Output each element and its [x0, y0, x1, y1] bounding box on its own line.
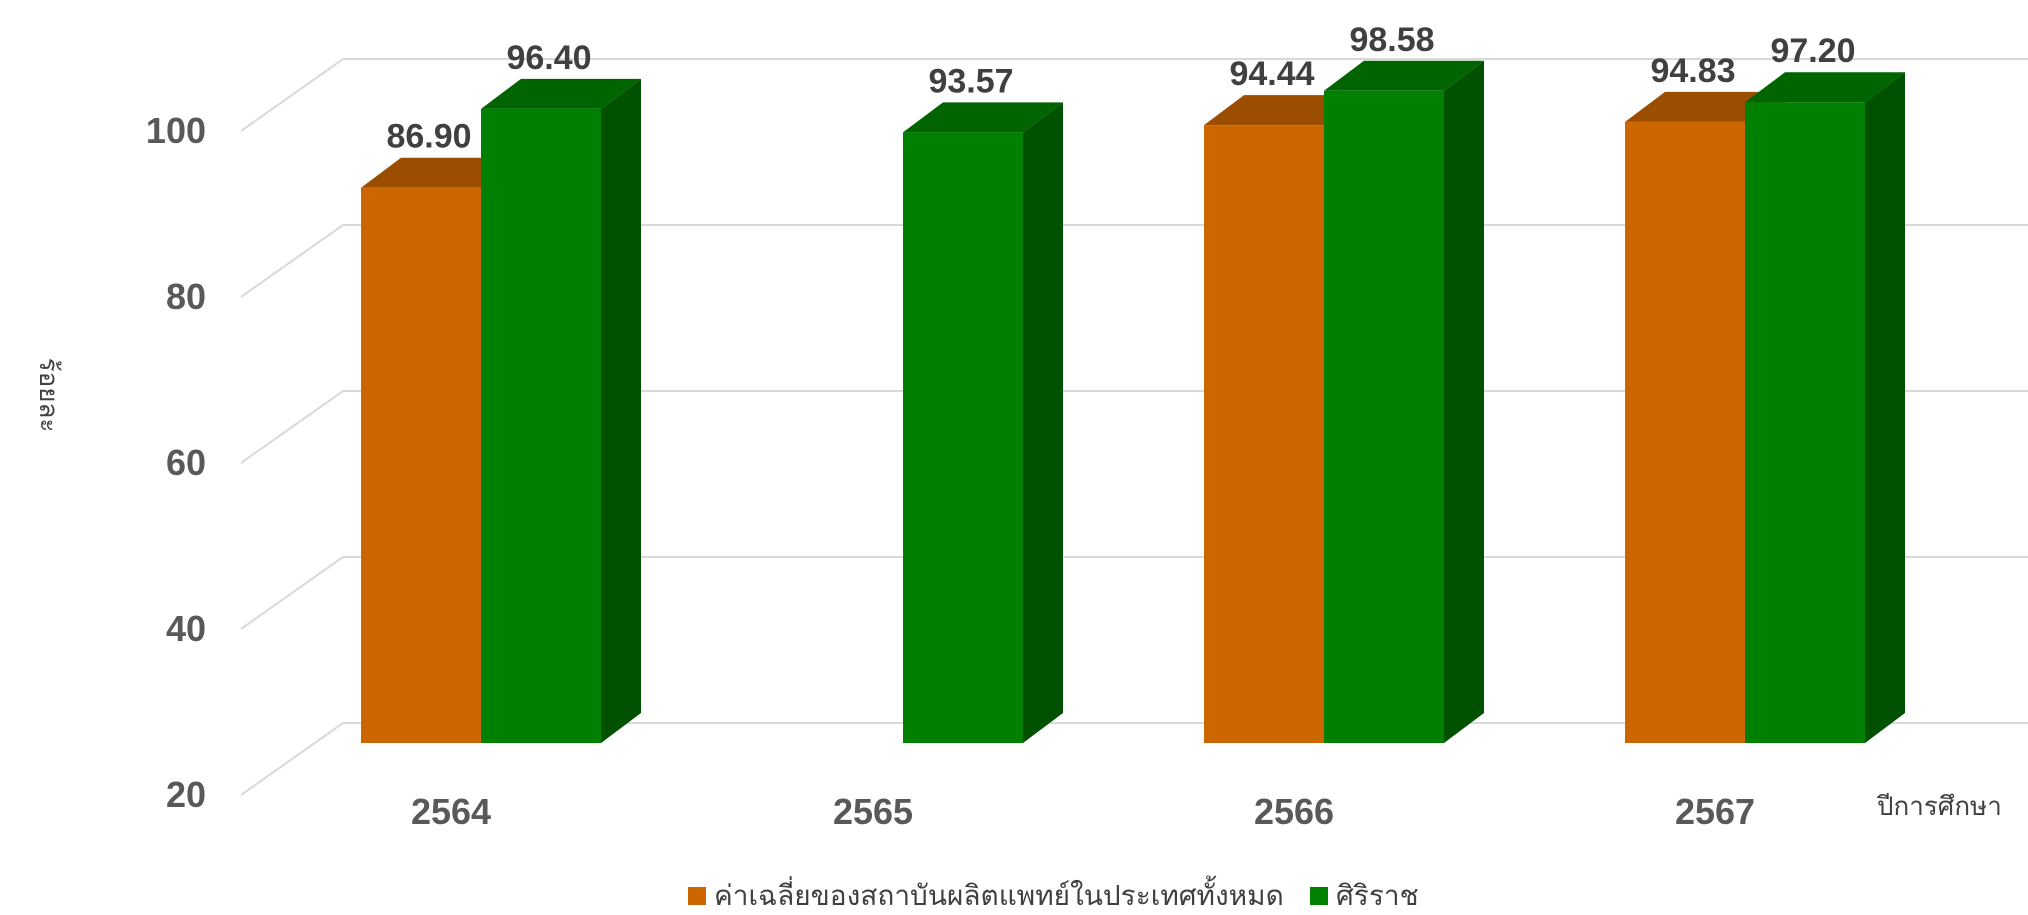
- legend-swatch-national-average: [688, 887, 706, 905]
- x-axis-title: ปีการศึกษา: [1876, 791, 2002, 821]
- data-label-siriraj: 93.57: [928, 62, 1013, 100]
- data-label-siriraj: 96.40: [506, 39, 591, 77]
- y-tick-label: 60: [166, 442, 206, 483]
- data-label-siriraj: 97.20: [1770, 32, 1855, 70]
- bar-siriraj: [1324, 60, 1484, 743]
- x-tick-label: 2565: [833, 791, 913, 832]
- data-label-national-average: 86.90: [386, 118, 471, 156]
- bar-front-face: [1745, 102, 1865, 744]
- bar-front-face: [481, 108, 601, 743]
- bar-top-face: [1324, 60, 1484, 91]
- y-tick-label: 20: [166, 774, 206, 815]
- bar-top-face: [1745, 72, 1905, 103]
- bar-side-face: [1023, 102, 1063, 743]
- bar-front-face: [1625, 121, 1745, 743]
- bars: [361, 60, 1905, 744]
- data-label-national-average: 94.83: [1650, 52, 1735, 90]
- x-tick-label: 2564: [411, 791, 491, 832]
- gridline: [240, 58, 2028, 132]
- y-axis-title: ร้อยละ: [34, 358, 64, 433]
- bar-siriraj: [903, 102, 1063, 743]
- legend-label-national-average: ค่าเฉลี่ยของสถาบันผลิตแพทย์ในประเทศทั้งห…: [714, 875, 1284, 910]
- axes: 20 40 60 80 100 2564 2565 2566 2567: [146, 110, 1755, 832]
- data-label-national-average: 94.44: [1229, 55, 1314, 93]
- y-tick-label: 40: [166, 608, 206, 649]
- y-tick-label: 80: [166, 276, 206, 317]
- bar-top-face: [903, 102, 1063, 133]
- bar-national-average: [361, 157, 521, 744]
- bar-side-face: [1444, 60, 1484, 743]
- bar-front-face: [903, 132, 1023, 743]
- bar-front-face: [361, 187, 481, 744]
- bar-side-face: [601, 78, 641, 743]
- legend-swatch-siriraj: [1310, 887, 1328, 905]
- x-tick-label: 2566: [1254, 791, 1334, 832]
- x-tick-label: 2567: [1675, 791, 1755, 832]
- bar-top-face: [481, 78, 641, 109]
- bar-front-face: [1324, 90, 1444, 743]
- bar-siriraj: [481, 78, 641, 743]
- bar-front-face: [1204, 125, 1324, 743]
- y-tick-label: 100: [146, 110, 206, 151]
- bar-side-face: [1865, 72, 1905, 744]
- data-labels: 86.90 96.40 93.57 94.44 98.58 94.83 97.20: [386, 21, 1855, 156]
- data-label-siriraj: 98.58: [1349, 21, 1434, 59]
- bar-siriraj: [1745, 72, 1905, 744]
- legend-label-siriraj: ศิริราช: [1336, 880, 1419, 910]
- legend: ค่าเฉลี่ยของสถาบันผลิตแพทย์ในประเทศทั้งห…: [688, 875, 1419, 911]
